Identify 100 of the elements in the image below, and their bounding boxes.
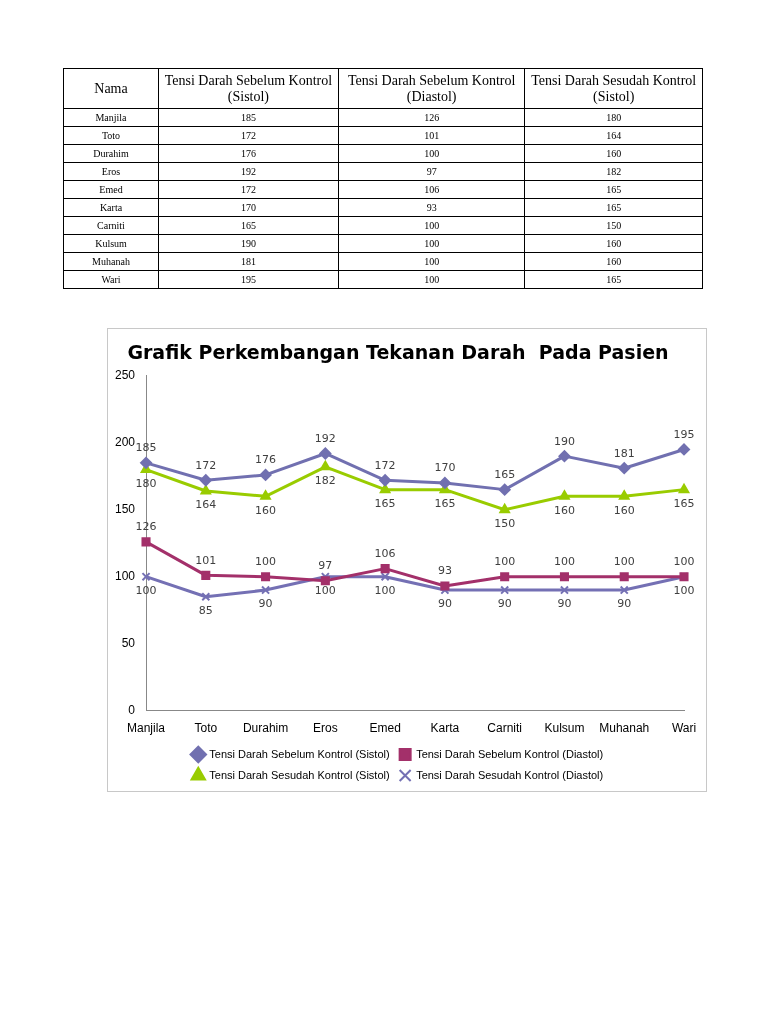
data-label: 100 (613, 555, 635, 569)
data-label: 192 (314, 431, 336, 445)
data-label: 172 (374, 458, 396, 472)
data-label: 190 (158, 234, 339, 253)
data-label: 100 (314, 584, 336, 598)
legend-label: Tensi Darah Sesudah Kontrol (Diastol) (416, 768, 604, 781)
data-label: 100 (338, 270, 525, 289)
data-label: 165 (374, 496, 396, 510)
data-label: 100 (338, 144, 525, 163)
data-label: 165 (434, 496, 456, 510)
x-tick-label: Kulsum (544, 721, 585, 736)
data-label: 164 (195, 498, 217, 512)
data-label: 190 (553, 434, 575, 448)
data-label: 160 (524, 252, 703, 271)
chart-title: Grafik Perkembangan Tekanan Darah Pada Pasien (127, 341, 669, 364)
data-label: 165 (524, 270, 703, 289)
data-label: 93 (338, 198, 525, 217)
data-label: 165 (524, 198, 703, 217)
text: Nama (63, 68, 159, 109)
data-label: 93 (437, 564, 452, 578)
data-label: 181 (158, 252, 339, 271)
data-label: 170 (434, 461, 456, 475)
data-label: 97 (318, 559, 333, 573)
data-label: 172 (158, 126, 339, 145)
data-label: 100 (338, 216, 525, 235)
category-label: Manjila (63, 108, 159, 127)
data-label: 100 (374, 584, 396, 598)
category-label: Wari (63, 270, 159, 289)
data-label: 85 (198, 604, 213, 618)
data-label: 160 (553, 503, 575, 517)
data-label: 100 (338, 252, 525, 271)
x-tick-label: Karta (430, 721, 460, 736)
data-label: 106 (338, 180, 525, 199)
category-label: Emed (63, 180, 159, 199)
data-label: 192 (158, 162, 339, 181)
y-tick-label: 100 (114, 568, 136, 583)
category-label: Muhanah (63, 252, 159, 271)
category-label: Durahim (63, 144, 159, 163)
data-label: 97 (338, 162, 525, 181)
x-tick-label: Wari (671, 721, 697, 736)
data-label: 176 (158, 144, 339, 163)
data-label: 101 (195, 553, 217, 567)
x-tick-label: Toto (194, 721, 218, 736)
data-label: 182 (314, 474, 336, 488)
data-label: 160 (255, 503, 277, 517)
data-label: 126 (338, 108, 525, 127)
legend-label: Tensi Darah Sesudah Kontrol (Sistol) (209, 768, 390, 781)
data-label: 100 (673, 584, 695, 598)
data-label: 172 (195, 458, 217, 472)
data-label: 165 (494, 467, 516, 481)
data-label: 90 (258, 597, 273, 611)
data-label: 160 (524, 144, 703, 163)
data-label: 90 (617, 597, 632, 611)
category-label: Toto (63, 126, 159, 145)
category-label: Kulsum (63, 234, 159, 253)
data-label: 180 (524, 108, 703, 127)
x-tick-label: Carniti (487, 721, 523, 736)
category-label: Karta (63, 198, 159, 217)
data-label: 165 (673, 496, 695, 510)
y-tick-label: 200 (114, 435, 136, 450)
data-label: 160 (524, 234, 703, 253)
data-label: 170 (158, 198, 339, 217)
data-label: 100 (338, 234, 525, 253)
data-label: 165 (524, 180, 703, 199)
data-label: 176 (255, 453, 277, 467)
data-label: 181 (613, 446, 635, 460)
category-label: Eros (63, 162, 159, 181)
text: Tensi Darah Sebelum Kontrol (Sistol) (158, 68, 339, 109)
data-label: 185 (158, 108, 339, 127)
x-tick-label: Eros (313, 721, 338, 736)
data-label: 195 (673, 427, 695, 441)
data-label: 182 (524, 162, 703, 181)
legend-label: Tensi Darah Sebelum Kontrol (Diastol) (416, 747, 604, 760)
y-tick-label: 250 (114, 368, 136, 383)
data-label: 100 (494, 555, 516, 569)
data-label: 90 (437, 597, 452, 611)
data-label: 90 (557, 597, 572, 611)
text: Tensi Darah Sebelum Kontrol (Diastol) (338, 68, 525, 109)
data-label: 165 (158, 216, 339, 235)
category-label: Carniti (63, 216, 159, 235)
x-tick-label: Emed (369, 721, 401, 736)
y-tick-label: 0 (128, 702, 136, 717)
x-tick-label: Durahim (242, 721, 289, 736)
data-label: 150 (494, 517, 516, 531)
x-tick-label: Muhanah (599, 721, 650, 736)
data-label: 100 (255, 555, 277, 569)
data-label: 172 (158, 180, 339, 199)
data-label: 164 (524, 126, 703, 145)
y-tick-label: 50 (121, 635, 136, 650)
data-label: 100 (553, 555, 575, 569)
data-label: 150 (524, 216, 703, 235)
legend-label: Tensi Darah Sebelum Kontrol (Sistol) (209, 747, 390, 760)
data-label: 100 (673, 555, 695, 569)
data-label: 101 (338, 126, 525, 145)
y-tick-label: 150 (114, 502, 136, 517)
data-label: 195 (158, 270, 339, 289)
text: Tensi Darah Sesudah Kontrol (Sistol) (524, 68, 703, 109)
data-label: 90 (497, 597, 512, 611)
data-label: 106 (374, 547, 396, 560)
x-tick-label: Manjila (127, 721, 166, 736)
